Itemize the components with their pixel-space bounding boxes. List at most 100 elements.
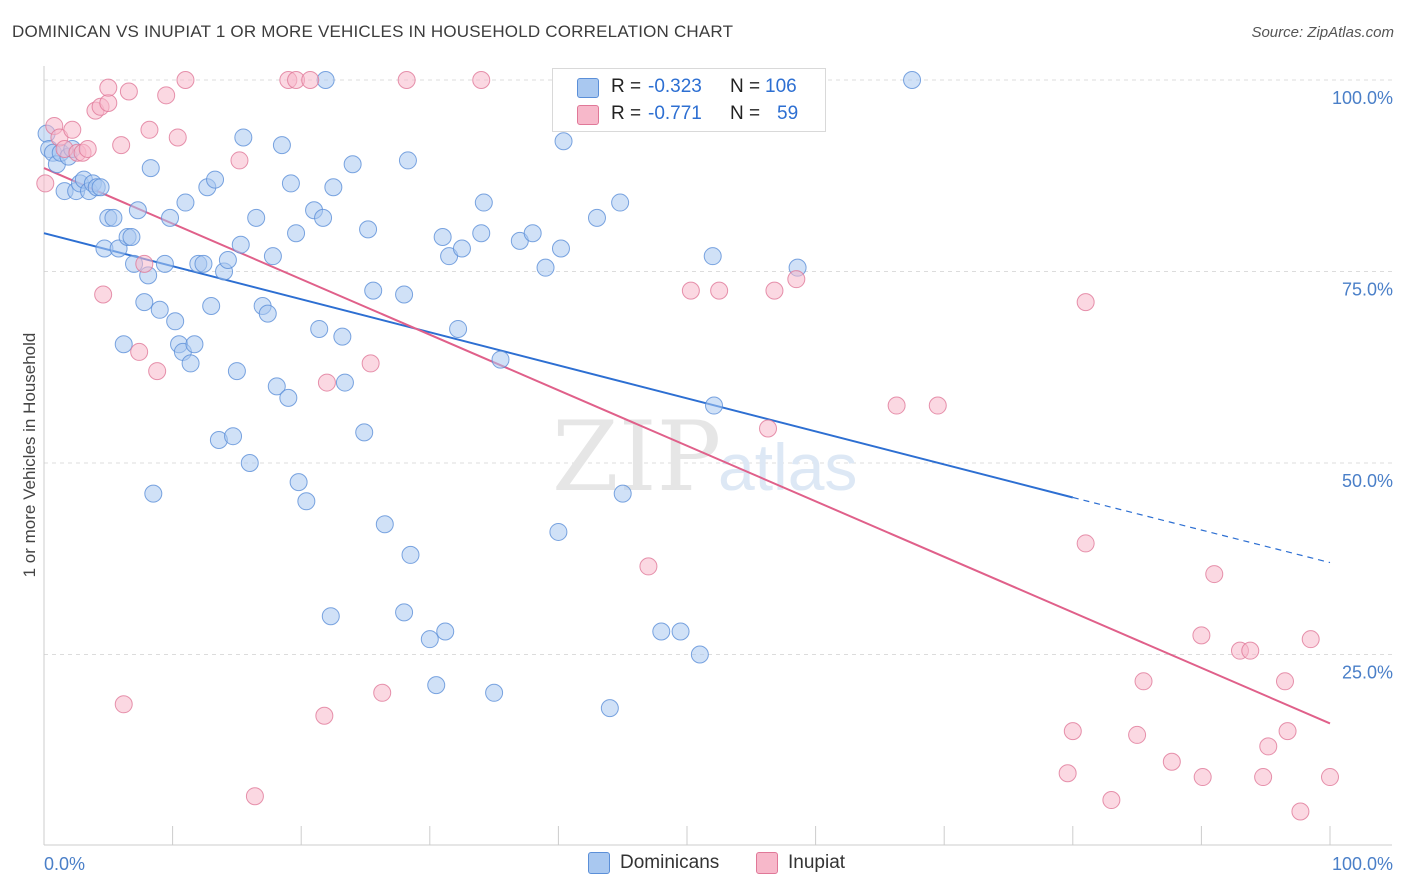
data-point-inupiat[interactable] [168, 128, 187, 147]
data-point-dominicans[interactable] [114, 335, 133, 354]
data-point-dominicans[interactable] [611, 193, 630, 212]
data-point-inupiat[interactable] [1128, 725, 1147, 744]
data-point-dominicans[interactable] [91, 178, 110, 197]
data-point-inupiat[interactable] [1102, 791, 1121, 810]
data-point-dominicans[interactable] [272, 136, 291, 155]
data-point-dominicans[interactable] [333, 327, 352, 346]
data-point-dominicans[interactable] [549, 522, 568, 541]
data-point-dominicans[interactable] [452, 239, 471, 258]
data-point-inupiat[interactable] [1192, 626, 1211, 645]
data-point-dominicans[interactable] [104, 208, 123, 227]
data-point-dominicans[interactable] [316, 71, 335, 89]
data-point-inupiat[interactable] [99, 93, 118, 112]
data-point-inupiat[interactable] [245, 787, 264, 806]
data-point-dominicans[interactable] [181, 354, 200, 373]
data-point-dominicans[interactable] [903, 71, 922, 89]
data-point-dominicans[interactable] [703, 247, 722, 266]
data-point-dominicans[interactable] [536, 258, 555, 277]
data-point-dominicans[interactable] [234, 128, 253, 147]
data-point-inupiat[interactable] [63, 120, 82, 139]
data-point-dominicans[interactable] [364, 281, 383, 300]
legend-item-inupiat[interactable]: Inupiat [756, 852, 845, 874]
data-point-dominicans[interactable] [395, 603, 414, 622]
data-point-dominicans[interactable] [263, 247, 282, 266]
data-point-inupiat[interactable] [230, 151, 249, 170]
data-point-dominicans[interactable] [202, 296, 221, 315]
data-point-dominicans[interactable] [194, 254, 213, 273]
data-point-inupiat[interactable] [112, 136, 131, 155]
data-point-inupiat[interactable] [94, 285, 113, 304]
data-point-dominicans[interactable] [279, 388, 298, 407]
data-point-dominicans[interactable] [398, 151, 417, 170]
data-point-dominicans[interactable] [247, 208, 266, 227]
data-point-inupiat[interactable] [1193, 768, 1212, 787]
data-point-inupiat[interactable] [1254, 768, 1273, 787]
data-point-dominicans[interactable] [401, 545, 420, 564]
data-point-inupiat[interactable] [361, 354, 380, 373]
data-point-inupiat[interactable] [928, 396, 947, 415]
data-point-inupiat[interactable] [1321, 768, 1339, 787]
data-point-dominicans[interactable] [436, 622, 455, 641]
data-point-dominicans[interactable] [690, 645, 709, 664]
data-point-dominicans[interactable] [449, 319, 468, 338]
data-point-dominicans[interactable] [474, 193, 493, 212]
data-point-dominicans[interactable] [135, 293, 154, 312]
data-point-dominicans[interactable] [600, 699, 619, 718]
data-point-dominicans[interactable] [321, 607, 340, 626]
data-point-inupiat[interactable] [1076, 293, 1095, 312]
data-point-dominicans[interactable] [281, 174, 300, 193]
data-point-dominicans[interactable] [161, 208, 180, 227]
data-point-dominicans[interactable] [258, 304, 277, 323]
data-point-inupiat[interactable] [1291, 802, 1310, 821]
data-point-dominicans[interactable] [485, 683, 504, 702]
data-point-dominicans[interactable] [472, 224, 491, 243]
data-point-dominicans[interactable] [224, 427, 243, 446]
data-point-dominicans[interactable] [150, 300, 169, 319]
data-point-dominicans[interactable] [652, 622, 671, 641]
data-point-inupiat[interactable] [1259, 737, 1278, 756]
data-point-inupiat[interactable] [787, 270, 806, 289]
data-point-dominicans[interactable] [155, 254, 174, 273]
data-point-inupiat[interactable] [99, 78, 118, 97]
data-point-dominicans[interactable] [523, 224, 542, 243]
data-point-dominicans[interactable] [491, 350, 510, 369]
data-point-dominicans[interactable] [343, 155, 362, 174]
data-point-dominicans[interactable] [613, 484, 632, 503]
data-point-dominicans[interactable] [166, 312, 185, 331]
data-point-dominicans[interactable] [240, 454, 259, 472]
data-point-inupiat[interactable] [759, 419, 778, 438]
data-point-dominicans[interactable] [551, 239, 570, 258]
data-point-dominicans[interactable] [395, 285, 414, 304]
data-point-dominicans[interactable] [185, 335, 204, 354]
data-point-dominicans[interactable] [267, 377, 286, 396]
data-point-dominicans[interactable] [144, 484, 163, 503]
data-point-inupiat[interactable] [887, 396, 906, 415]
data-point-inupiat[interactable] [130, 342, 149, 361]
data-point-inupiat[interactable] [1275, 672, 1294, 691]
data-point-dominicans[interactable] [554, 132, 573, 151]
data-point-dominicans[interactable] [231, 235, 250, 254]
data-point-inupiat[interactable] [36, 174, 55, 193]
data-point-inupiat[interactable] [710, 281, 729, 300]
data-point-inupiat[interactable] [114, 695, 133, 714]
data-point-dominicans[interactable] [359, 220, 378, 239]
data-point-dominicans[interactable] [587, 208, 606, 227]
data-point-dominicans[interactable] [427, 676, 446, 695]
data-point-inupiat[interactable] [397, 71, 416, 89]
data-point-dominicans[interactable] [671, 622, 690, 641]
data-point-dominicans[interactable] [176, 193, 195, 212]
data-point-inupiat[interactable] [317, 373, 336, 392]
data-point-dominicans[interactable] [335, 373, 354, 392]
data-point-inupiat[interactable] [157, 86, 176, 105]
data-point-dominicans[interactable] [227, 362, 246, 381]
data-point-inupiat[interactable] [78, 139, 97, 158]
data-point-inupiat[interactable] [1058, 764, 1077, 783]
data-point-dominicans[interactable] [433, 228, 452, 247]
data-point-dominicans[interactable] [218, 251, 237, 270]
data-point-inupiat[interactable] [119, 82, 138, 101]
data-point-inupiat[interactable] [765, 281, 784, 300]
data-point-dominicans[interactable] [375, 515, 394, 534]
data-point-inupiat[interactable] [1134, 672, 1153, 691]
data-point-inupiat[interactable] [373, 683, 392, 702]
data-point-dominicans[interactable] [420, 630, 439, 649]
